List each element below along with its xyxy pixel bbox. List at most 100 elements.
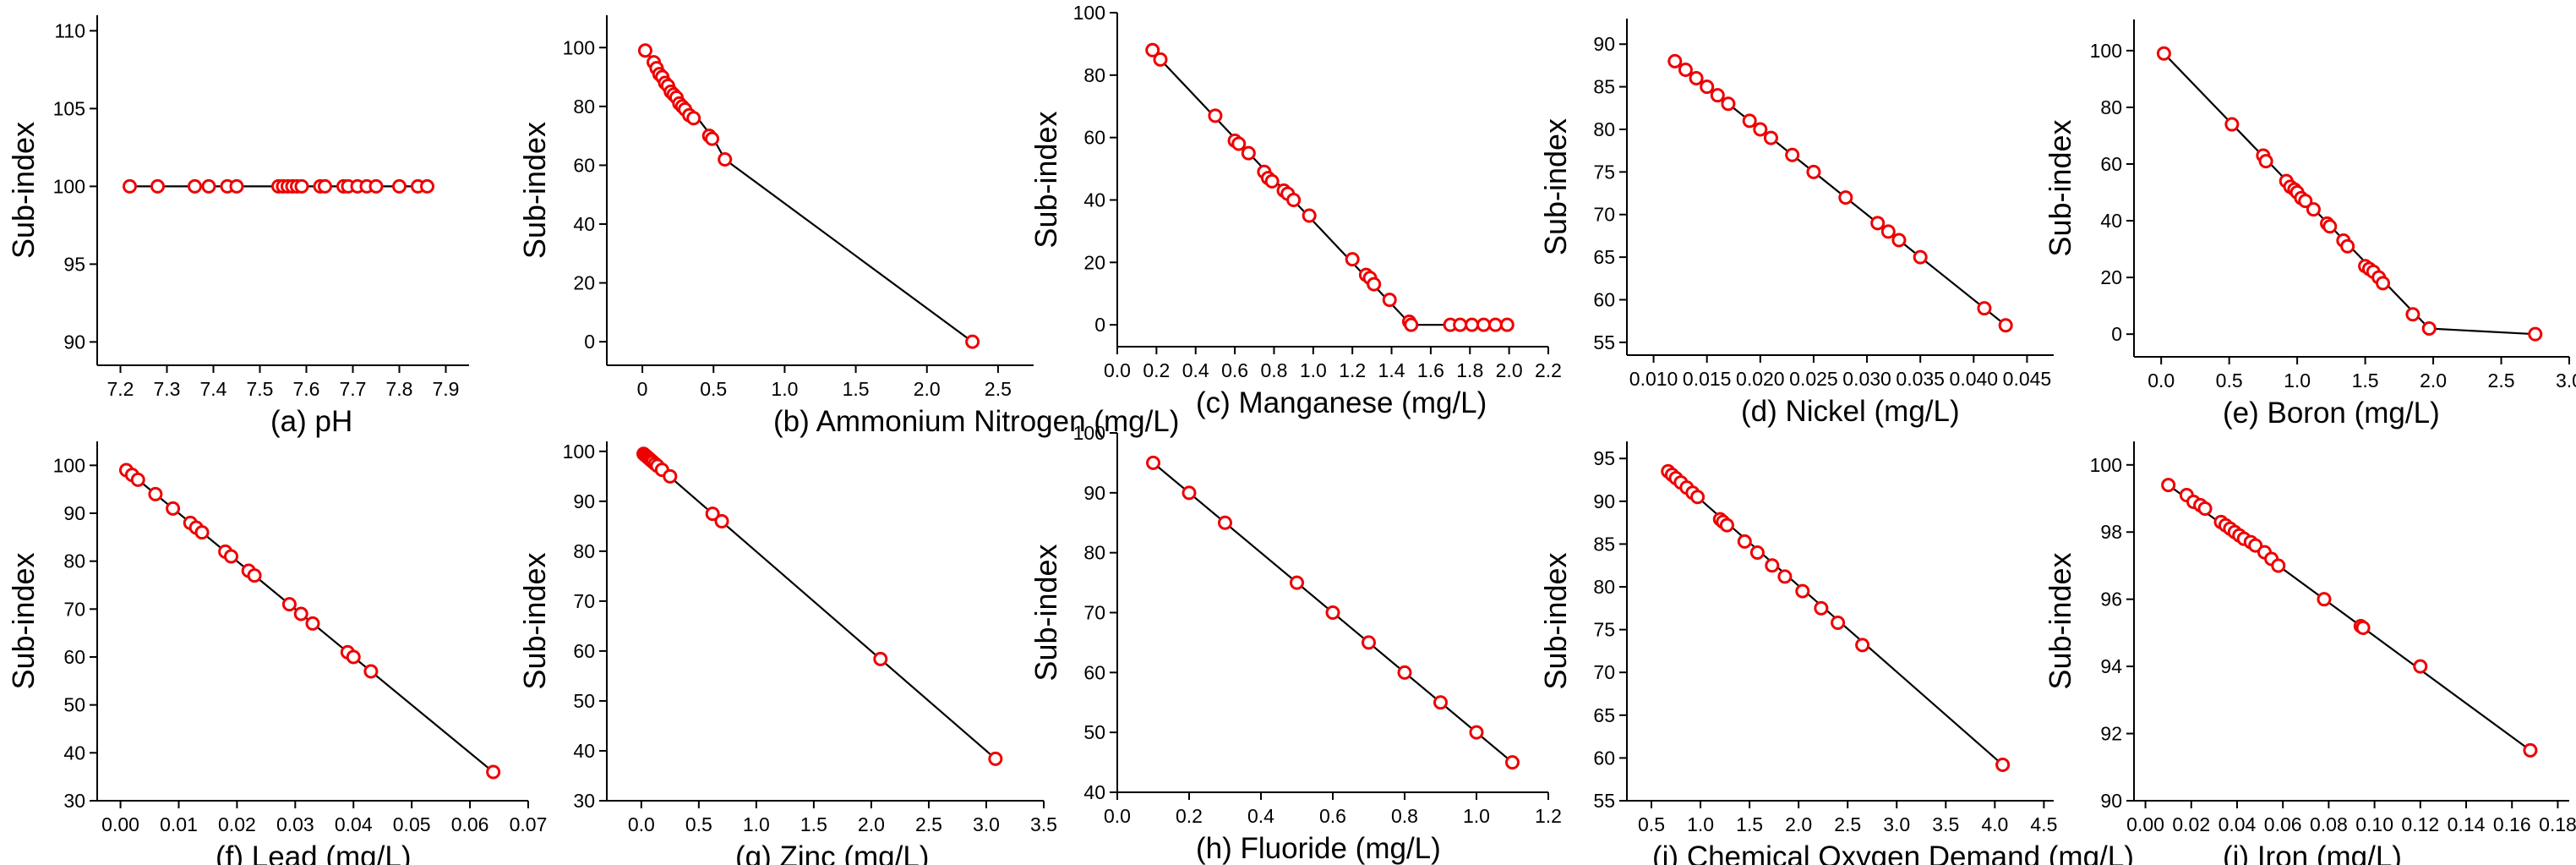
data-point [305, 616, 320, 631]
x-axis-label: (g) Zinc (mg/L) [735, 840, 929, 865]
y-tick-label: 50 [1083, 721, 1105, 743]
data-point [686, 111, 701, 126]
data-point [1264, 173, 1280, 189]
chart-e: 0.0 0.5 1.0 1.5 2.0 2.5 3.0 0 20 40 60 80 100 Sub-ind… [2043, 19, 2576, 430]
x-tick-label: 0.0 [1104, 805, 1131, 827]
x-tick-label: 0.04 [2219, 813, 2257, 835]
x-tick-label: 0.16 [2493, 813, 2531, 835]
y-tick-label: 90 [63, 502, 85, 524]
data-point [1880, 224, 1896, 239]
data-point [1241, 145, 1256, 161]
chart-c: 0.0 0.2 0.4 0.6 0.8 1.0 1.2 1.4 1.6 1.8 2.0 2.2 0 20 4… [1029, 2, 1562, 419]
panel-letter: (b) [773, 405, 816, 438]
data-point [2224, 117, 2240, 132]
data-point [363, 664, 379, 679]
data-point [1737, 534, 1752, 549]
y-tick-label: 80 [573, 96, 595, 118]
chart-g: 0.0 0.5 1.0 1.5 2.0 2.5 3.0 3.5 30 40 50 60 70 80 90 10… [517, 441, 1057, 865]
data-point [1719, 517, 1734, 533]
panel-letter: (e) [2223, 397, 2268, 430]
x-tick-label: 1.0 [1463, 805, 1490, 827]
y-axis-label: Sub-index [6, 122, 41, 259]
series-line [644, 50, 974, 343]
x-axis-label: (c) Manganese (mg/L) [1196, 386, 1487, 419]
data-point [201, 178, 216, 194]
data-point [1367, 276, 1382, 292]
data-point [1753, 122, 1768, 137]
data-point [247, 568, 262, 583]
y-tick-label: 0 [584, 331, 595, 353]
y-tick-label: 30 [573, 790, 595, 812]
data-point [2405, 307, 2420, 322]
data-point [1145, 42, 1160, 57]
data-point [1690, 490, 1706, 505]
y-axis-label: Sub-index [1538, 118, 1573, 255]
y-tick-label: 40 [1083, 189, 1105, 211]
y-tick-label: 100 [563, 441, 595, 463]
data-point [2298, 194, 2313, 209]
data-point [1208, 108, 1223, 123]
y-tick-label: 20 [2100, 266, 2122, 288]
x-axis-label-text: Fluoride (mg/L) [1241, 832, 1441, 865]
x-tick-label: 7.2 [107, 378, 134, 400]
x-tick-label: 7.9 [433, 378, 460, 400]
x-tick-label: 1.2 [1339, 359, 1366, 381]
y-tick-label: 100 [53, 175, 85, 197]
x-axis-label: (e) Boron (mg/L) [2223, 397, 2440, 430]
y-tick-label: 70 [1593, 204, 1615, 226]
x-tick-label: 0.06 [2264, 813, 2302, 835]
data-point [1870, 216, 1886, 231]
data-point [392, 178, 407, 194]
data-point [1153, 52, 1168, 67]
chart-h: 0.0 0.2 0.4 0.6 0.8 1.0 1.2 40 50 60 70 80 90 100 Sub-… [1029, 422, 1562, 865]
x-tick-label: 1.5 [2352, 370, 2379, 391]
y-tick-label: 0 [1094, 314, 1105, 336]
x-tick-label: 0.0 [2148, 370, 2175, 391]
x-tick-label: 1.0 [2284, 370, 2311, 391]
y-tick-label: 105 [53, 97, 85, 119]
y-tick-label: 50 [573, 690, 595, 712]
data-point [2248, 538, 2263, 553]
data-point [150, 178, 165, 194]
data-point [148, 486, 163, 501]
data-point [2523, 742, 2538, 758]
data-point [873, 651, 888, 666]
x-tick-label: 0.00 [101, 813, 139, 835]
x-tick-label: 3.0 [1883, 813, 1910, 835]
x-tick-label: 1.6 [1417, 359, 1444, 381]
data-point [346, 649, 361, 665]
x-tick-label: 7.6 [293, 378, 320, 400]
data-point [1146, 455, 1160, 470]
x-axis-label-text: Lead (mg/L) [252, 840, 412, 865]
y-tick-label: 100 [563, 36, 595, 58]
x-tick-label: 7.4 [200, 378, 227, 400]
data-point [1689, 71, 1704, 86]
data-point [2413, 659, 2428, 674]
y-tick-label: 92 [2100, 723, 2122, 745]
y-axis-label: Sub-index [1029, 111, 1063, 248]
y-tick-label: 75 [1593, 619, 1615, 641]
data-point [1831, 616, 1846, 631]
x-tick-label: 1.0 [743, 813, 770, 835]
y-tick-label: 70 [1593, 661, 1615, 683]
data-point [229, 178, 244, 194]
y-tick-label: 94 [2100, 655, 2122, 677]
x-tick-label: 0.2 [1176, 805, 1203, 827]
y-tick-label: 85 [1593, 76, 1615, 98]
x-tick-label: 0.030 [1842, 368, 1891, 390]
x-tick-label: 0.6 [1319, 805, 1346, 827]
x-axis-label: (f) Lead (mg/L) [216, 840, 411, 865]
panel-letter: (f) [216, 840, 252, 865]
data-point [1397, 665, 1412, 680]
panel-letter: (g) [735, 840, 780, 865]
x-tick-label: 1.5 [843, 378, 870, 400]
y-tick-label: 80 [1593, 576, 1615, 598]
data-point [1182, 485, 1197, 501]
x-axis-label: (b) Ammonium Nitrogen (mg/L) [773, 405, 1179, 438]
data-point [368, 178, 384, 194]
y-tick-label: 100 [2090, 454, 2122, 476]
series-line [2163, 52, 2535, 336]
y-tick-label: 100 [1073, 422, 1105, 444]
x-tick-label: 4.5 [2030, 813, 2057, 835]
x-tick-label: 0.18 [2539, 813, 2576, 835]
